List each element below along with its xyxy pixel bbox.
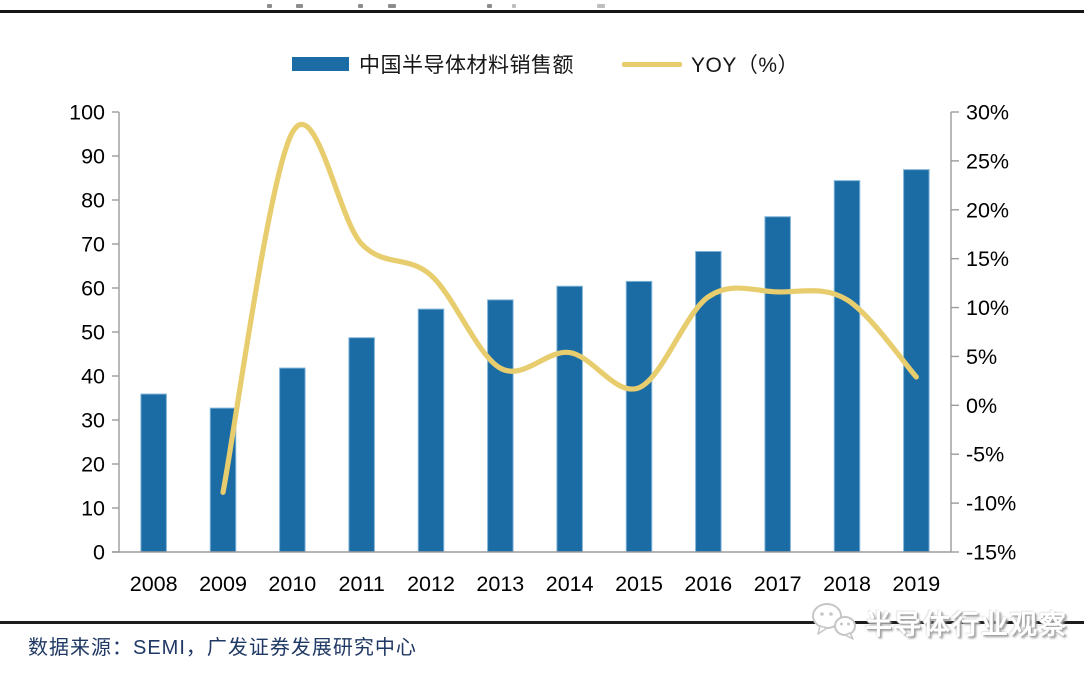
x-axis-label-2013: 2013: [476, 572, 524, 596]
title-remnant-mark: [296, 4, 303, 8]
left-axis-tick-label: 100: [69, 101, 105, 125]
bar-2013: [487, 299, 514, 553]
title-remnant-mark: [358, 4, 363, 8]
right-axis-tick-label: -15%: [966, 541, 1016, 565]
truncated-title-remnants: [0, 3, 1084, 10]
x-axis-label-2011: 2011: [339, 572, 385, 596]
legend-label-sales: 中国半导体材料销售额: [359, 54, 574, 77]
bottom-divider-rule: [0, 621, 1084, 624]
title-remnant-mark: [267, 4, 272, 8]
x-axis-label-2012: 2012: [407, 572, 455, 596]
x-axis-label-2019: 2019: [892, 572, 940, 596]
bar-2012: [417, 308, 445, 553]
x-axis-label-2016: 2016: [684, 572, 732, 596]
left-axis-tick-label: 30: [81, 409, 105, 433]
right-axis-tick-label: 30%: [966, 101, 1009, 125]
bar-2017: [764, 216, 791, 553]
left-axis-tick-label: 0: [93, 541, 105, 565]
bar-2010: [279, 367, 306, 553]
left-axis-tick-label: 20: [81, 453, 105, 477]
left-axis-tick-label: 10: [81, 497, 105, 521]
right-axis-tick-label: 25%: [966, 149, 1009, 173]
legend-line-swatch: [622, 61, 682, 67]
title-remnant-mark: [487, 4, 492, 8]
title-remnant-mark: [597, 4, 605, 8]
right-axis-tick-label: -5%: [966, 443, 1004, 467]
right-axis-tick-label: 0%: [966, 394, 997, 418]
wechat-bubbles-icon: [812, 603, 856, 640]
title-remnant-mark: [512, 4, 516, 8]
left-axis-tick-label: 60: [81, 277, 105, 301]
left-axis-tick-label: 70: [81, 233, 105, 257]
legend-item-sales: 中国半导体材料销售额: [292, 51, 574, 77]
bar-2008: [140, 393, 167, 553]
left-axis-tick-label: 90: [81, 145, 105, 169]
combo-chart: 100908070605040302010030%25%20%15%10%5%0…: [69, 101, 1016, 597]
right-axis-tick-label: -10%: [966, 492, 1016, 516]
bar-2018: [833, 180, 861, 553]
x-axis-label-2010: 2010: [268, 572, 316, 596]
legend-item-yoy: YOY（%）: [622, 51, 799, 77]
x-axis-label-2015: 2015: [615, 572, 663, 596]
bar-2011: [348, 337, 375, 553]
right-axis-tick-label: 10%: [966, 296, 1009, 320]
data-source-caption: 数据来源：SEMI，广发证券发展研究中心: [28, 637, 417, 659]
legend-label-yoy: YOY（%）: [691, 54, 800, 77]
x-axis-label-2014: 2014: [546, 572, 594, 596]
yoy-line: [220, 121, 919, 495]
bar-2014: [556, 285, 583, 553]
watermark: 半导体行业观察: [810, 601, 1068, 643]
x-axis-label-2017: 2017: [754, 572, 802, 596]
left-axis-tick-label: 80: [81, 189, 105, 213]
top-divider-rule: [0, 10, 1084, 13]
watermark-text: 半导体行业观察: [865, 609, 1068, 640]
bar-2015: [625, 280, 653, 553]
left-axis-tick-label: 50: [81, 321, 105, 345]
right-axis-tick-label: 5%: [966, 345, 997, 369]
left-axis-tick-label: 40: [81, 365, 105, 389]
title-remnant-mark: [388, 4, 396, 8]
bar-2019: [903, 169, 930, 553]
legend-bar-swatch: [292, 57, 349, 71]
right-axis-tick-label: 15%: [966, 247, 1009, 271]
x-axis-label-2009: 2009: [199, 572, 247, 596]
right-axis-tick-label: 20%: [966, 198, 1009, 222]
x-axis-label-2018: 2018: [823, 572, 871, 596]
x-axis-label-2008: 2008: [130, 572, 178, 596]
